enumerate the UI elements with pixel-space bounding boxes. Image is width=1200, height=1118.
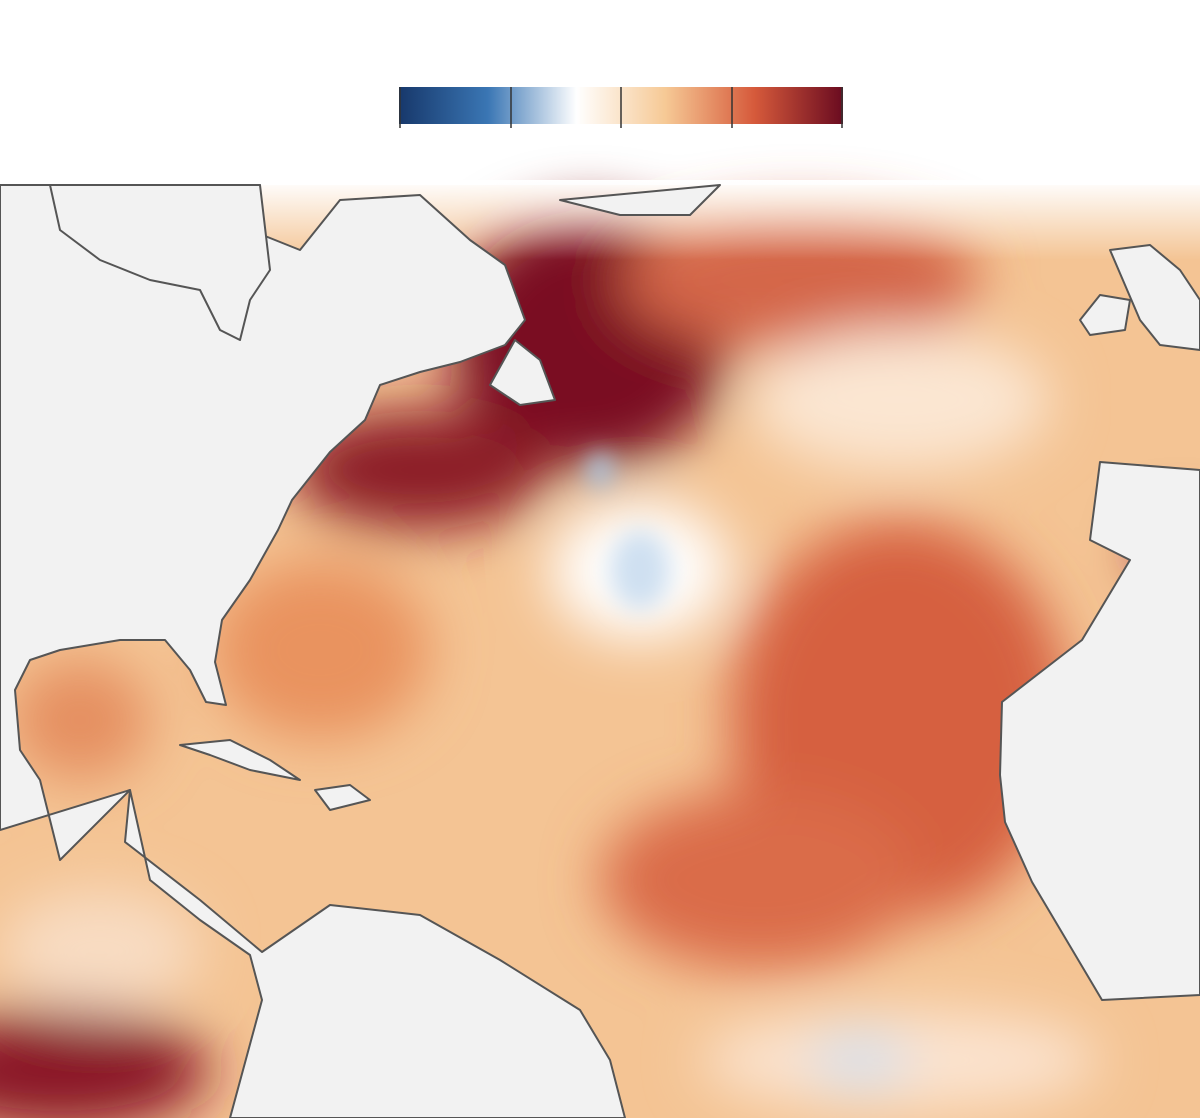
- legend: [399, 87, 843, 128]
- legend-ticks: [399, 87, 843, 128]
- sea-temperature: [0, 180, 1200, 1118]
- land: [0, 184, 1200, 1118]
